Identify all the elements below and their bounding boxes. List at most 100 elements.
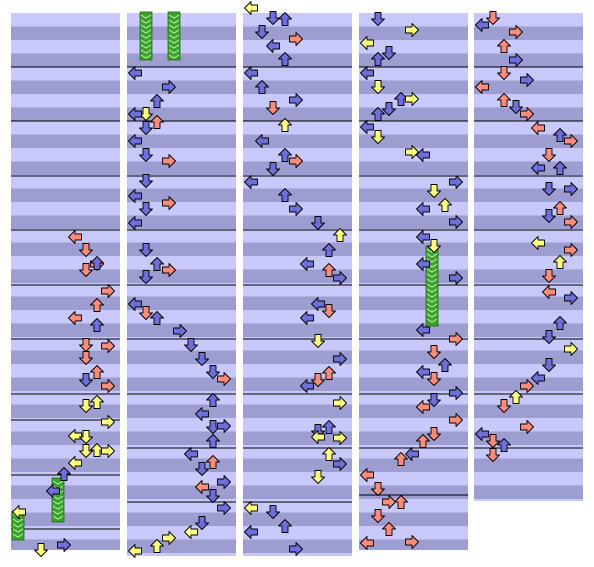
down-arrow-icon bbox=[497, 399, 511, 413]
left-arrow-icon bbox=[68, 456, 82, 470]
left-arrow-icon bbox=[416, 323, 430, 337]
up-arrow-icon bbox=[553, 316, 567, 330]
up-arrow-icon bbox=[278, 148, 292, 162]
up-arrow-icon bbox=[553, 161, 567, 175]
right-arrow-icon bbox=[162, 531, 176, 545]
right-arrow-icon bbox=[101, 415, 115, 429]
down-arrow-icon bbox=[184, 338, 198, 352]
up-arrow-icon bbox=[371, 52, 385, 66]
down-arrow-icon bbox=[542, 182, 556, 196]
up-arrow-icon bbox=[497, 39, 511, 53]
left-arrow-icon bbox=[475, 80, 489, 94]
down-arrow-icon bbox=[266, 505, 280, 519]
up-arrow-icon bbox=[150, 94, 164, 108]
down-arrow-icon bbox=[371, 482, 385, 496]
left-arrow-icon bbox=[195, 480, 209, 494]
left-arrow-icon bbox=[416, 202, 430, 216]
right-arrow-icon bbox=[564, 134, 578, 148]
down-arrow-icon bbox=[255, 25, 269, 39]
right-arrow-icon bbox=[101, 284, 115, 298]
down-arrow-icon bbox=[34, 543, 48, 557]
down-arrow-icon bbox=[542, 358, 556, 372]
right-arrow-icon bbox=[173, 324, 187, 338]
up-arrow-icon bbox=[553, 201, 567, 215]
down-arrow-icon bbox=[139, 243, 153, 257]
left-arrow-icon bbox=[300, 257, 314, 271]
up-arrow-icon bbox=[438, 198, 452, 212]
left-arrow-icon bbox=[128, 297, 142, 311]
left-arrow-icon bbox=[416, 400, 430, 414]
hold-note-icon bbox=[425, 245, 439, 327]
up-arrow-icon bbox=[206, 393, 220, 407]
up-arrow-icon bbox=[322, 447, 336, 461]
left-arrow-icon bbox=[128, 544, 142, 558]
right-arrow-icon bbox=[217, 372, 231, 386]
left-arrow-icon bbox=[311, 297, 325, 311]
left-arrow-icon bbox=[416, 365, 430, 379]
right-arrow-icon bbox=[405, 23, 419, 37]
down-arrow-icon bbox=[79, 373, 93, 387]
down-arrow-icon bbox=[486, 434, 500, 448]
down-arrow-icon bbox=[322, 304, 336, 318]
right-arrow-icon bbox=[564, 243, 578, 257]
left-arrow-icon bbox=[360, 536, 374, 550]
right-arrow-icon bbox=[217, 501, 231, 515]
up-arrow-icon bbox=[150, 115, 164, 129]
up-arrow-icon bbox=[509, 390, 523, 404]
down-arrow-icon bbox=[79, 351, 93, 365]
down-arrow-icon bbox=[206, 489, 220, 503]
right-arrow-icon bbox=[449, 386, 463, 400]
down-arrow-icon bbox=[371, 130, 385, 144]
up-arrow-icon bbox=[322, 366, 336, 380]
right-arrow-icon bbox=[564, 342, 578, 356]
down-arrow-icon bbox=[139, 306, 153, 320]
right-arrow-icon bbox=[449, 413, 463, 427]
right-arrow-icon bbox=[289, 93, 303, 107]
up-arrow-icon bbox=[90, 395, 104, 409]
left-arrow-icon bbox=[360, 468, 374, 482]
right-arrow-icon bbox=[162, 196, 176, 210]
left-arrow-icon bbox=[416, 257, 430, 271]
chart-column-1 bbox=[11, 13, 120, 550]
right-arrow-icon bbox=[449, 215, 463, 229]
up-arrow-icon bbox=[333, 228, 347, 242]
left-arrow-icon bbox=[128, 216, 142, 230]
left-arrow-icon bbox=[531, 236, 545, 250]
up-arrow-icon bbox=[497, 438, 511, 452]
down-arrow-icon bbox=[79, 430, 93, 444]
left-arrow-icon bbox=[128, 107, 142, 121]
hold-note-icon bbox=[167, 11, 181, 61]
down-arrow-icon bbox=[266, 101, 280, 115]
right-arrow-icon bbox=[520, 107, 534, 121]
up-arrow-icon bbox=[553, 255, 567, 269]
down-arrow-icon bbox=[266, 162, 280, 176]
down-arrow-icon bbox=[195, 352, 209, 366]
down-arrow-icon bbox=[195, 516, 209, 530]
down-arrow-icon bbox=[371, 12, 385, 26]
left-arrow-icon bbox=[360, 120, 374, 134]
right-arrow-icon bbox=[520, 420, 534, 434]
down-arrow-icon bbox=[79, 399, 93, 413]
up-arrow-icon bbox=[150, 539, 164, 553]
down-arrow-icon bbox=[382, 46, 396, 60]
down-arrow-icon bbox=[542, 148, 556, 162]
up-arrow-icon bbox=[278, 52, 292, 66]
up-arrow-icon bbox=[322, 263, 336, 277]
down-arrow-icon bbox=[542, 330, 556, 344]
right-arrow-icon bbox=[564, 215, 578, 229]
right-arrow-icon bbox=[333, 457, 347, 471]
left-arrow-icon bbox=[128, 189, 142, 203]
down-arrow-icon bbox=[139, 202, 153, 216]
left-arrow-icon bbox=[405, 447, 419, 461]
up-arrow-icon bbox=[150, 257, 164, 271]
right-arrow-icon bbox=[449, 175, 463, 189]
right-arrow-icon bbox=[520, 379, 534, 393]
right-arrow-icon bbox=[217, 419, 231, 433]
down-arrow-icon bbox=[139, 121, 153, 135]
down-arrow-icon bbox=[266, 11, 280, 25]
left-arrow-icon bbox=[311, 430, 325, 444]
right-arrow-icon bbox=[564, 182, 578, 196]
down-arrow-icon bbox=[509, 100, 523, 114]
left-arrow-icon bbox=[128, 134, 142, 148]
